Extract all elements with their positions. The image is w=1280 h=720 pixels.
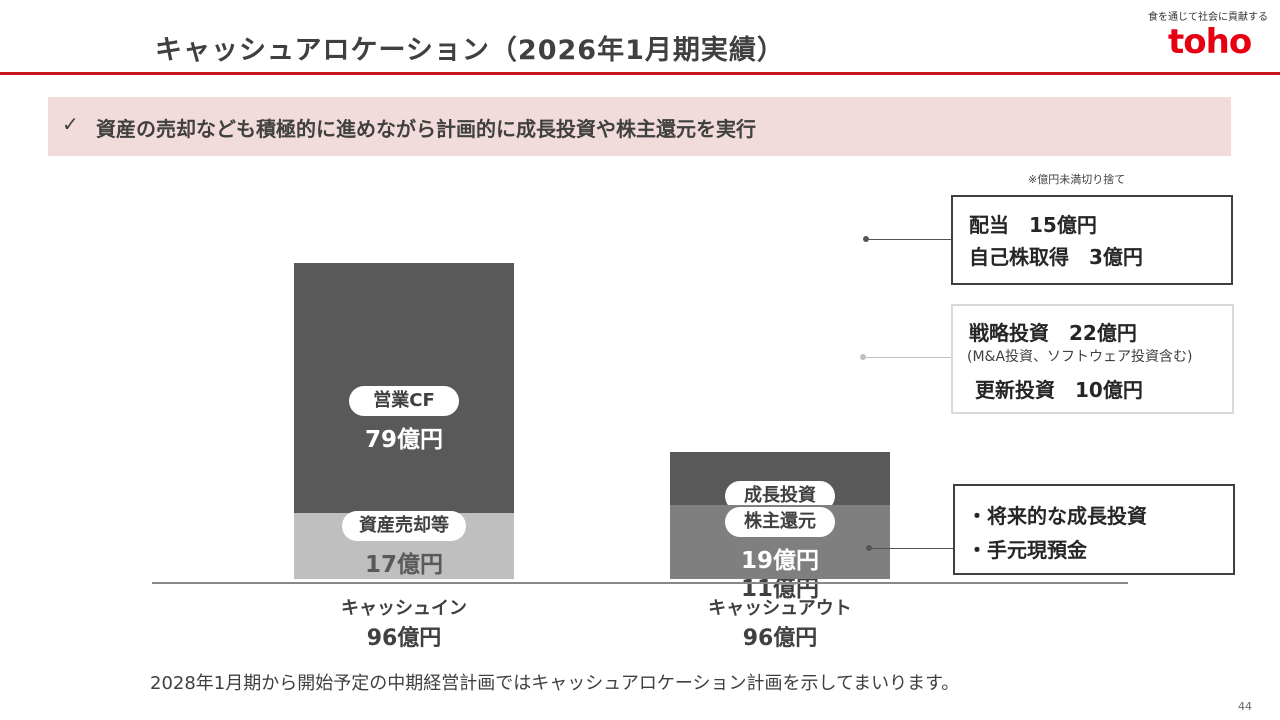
callout-shareholder-return: 配当 15億円 自己株取得 3億円 bbox=[951, 195, 1233, 285]
callout-other: ・将来的な成長投資 ・手元現預金 bbox=[953, 484, 1235, 575]
segment-label: 営業CF bbox=[349, 386, 459, 417]
segment-amount: 79億円 bbox=[364, 427, 443, 454]
title-divider bbox=[0, 72, 1280, 75]
x-label-cash-out: キャッシュアウト bbox=[708, 598, 852, 619]
total-cash-in: 96億円 bbox=[366, 626, 442, 651]
connector-line-shareholder bbox=[866, 239, 952, 240]
company-tagline: 食を通じて社会に貢献する bbox=[1148, 12, 1268, 23]
page-number: 44 bbox=[1238, 700, 1252, 713]
page-title: キャッシュアロケーション（2026年1月期実績） bbox=[155, 35, 785, 66]
check-icon: ✓ bbox=[62, 112, 79, 136]
segment-amount: 11億円 bbox=[740, 575, 819, 602]
segment-label: 株主還元 bbox=[725, 506, 835, 537]
callout-future-growth: ・将来的な成長投資 bbox=[967, 504, 1147, 528]
summary-banner: ✓ 資産の売却なども積極的に進めながら計画的に成長投資や株主還元を実行 bbox=[48, 97, 1231, 156]
company-logo: toho bbox=[1168, 22, 1252, 62]
segment-amount: 17億円 bbox=[364, 551, 443, 578]
callout-renewal-investment: 更新投資 10億円 bbox=[975, 378, 1143, 402]
connector-line-other bbox=[869, 548, 953, 549]
segment-label: 資産売却等 bbox=[342, 510, 466, 541]
banner-text: 資産の売却なども積極的に進めながら計画的に成長投資や株主還元を実行 bbox=[96, 117, 756, 141]
total-cash-out: 96億円 bbox=[742, 626, 818, 651]
connector-line-growth bbox=[863, 357, 951, 358]
x-label-cash-in: キャッシュイン bbox=[341, 598, 467, 619]
segment-amount: 19億円 bbox=[740, 547, 819, 574]
rounding-note: ※億円未満切り捨て bbox=[1028, 173, 1126, 186]
callout-strategic-note: (M&A投資、ソフトウェア投資含む) bbox=[967, 349, 1193, 365]
callout-dividend: 配当 15億円 bbox=[969, 213, 1097, 237]
chart-baseline bbox=[152, 582, 1128, 584]
callout-strategic-investment: 戦略投資 22億円 bbox=[969, 321, 1137, 345]
callout-cash-on-hand: ・手元現預金 bbox=[967, 538, 1087, 562]
footer-note: 2028年1月期から開始予定の中期経営計画ではキャッシュアロケーション計画を示し… bbox=[150, 673, 960, 694]
callout-growth-investment: 戦略投資 22億円 (M&A投資、ソフトウェア投資含む) 更新投資 10億円 bbox=[951, 304, 1234, 414]
callout-buyback: 自己株取得 3億円 bbox=[969, 245, 1143, 269]
